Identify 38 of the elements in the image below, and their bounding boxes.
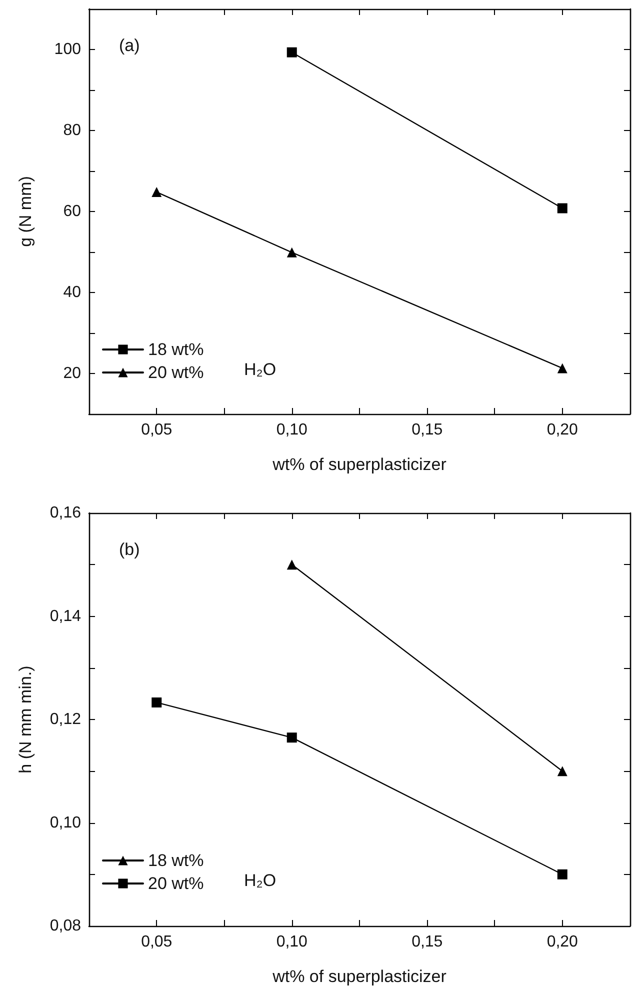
x-tick-label: 0,05	[141, 934, 172, 950]
x-tick-label: 0,10	[276, 422, 308, 438]
x-tick-label: 0,20	[546, 934, 578, 950]
y-tick-label: 0,10	[50, 814, 82, 832]
point	[286, 732, 297, 743]
x-tick-label: 0,15	[412, 422, 443, 438]
point	[557, 203, 568, 214]
point	[152, 697, 162, 708]
y-axis-title: g (N mm)	[16, 176, 35, 247]
y-tick-label: 40	[63, 284, 82, 301]
y-axis-title: h (N mm min.)	[16, 666, 35, 774]
y-tick-label: 0,12	[50, 711, 82, 728]
x-axis-title: wt% of superplasticizer	[272, 455, 447, 474]
x-tick-label: 0,05	[141, 422, 172, 438]
x-tick-label: 0,10	[276, 934, 308, 950]
x-tick-label: 0,20	[546, 422, 578, 438]
point	[286, 47, 297, 58]
x-axis-title: wt% of superplasticizer	[272, 967, 447, 986]
legend-title: H₂O	[244, 360, 276, 379]
y-tick-label: 60	[63, 203, 82, 220]
y-tick-label: 0,16	[50, 504, 82, 522]
point	[557, 363, 568, 374]
legend-label: 18 wt%	[148, 851, 204, 870]
annotation: (b)	[119, 540, 140, 559]
y-tick-label: 80	[63, 122, 82, 139]
y-tick-label: 100	[54, 41, 82, 58]
annotation: (a)	[119, 36, 140, 55]
point	[557, 869, 568, 880]
legend-label: 18 wt%	[148, 340, 204, 359]
point	[152, 187, 162, 198]
x-tick-label: 0,15	[412, 934, 443, 950]
y-tick-label: 20	[63, 365, 82, 382]
y-tick-label: 0,14	[50, 608, 82, 625]
y-tick-label: 0,08	[50, 918, 82, 934]
legend-title: H₂O	[244, 871, 276, 890]
legend-label: 20 wt%	[148, 874, 204, 893]
legend-label: 20 wt%	[148, 363, 204, 382]
point	[286, 247, 297, 258]
